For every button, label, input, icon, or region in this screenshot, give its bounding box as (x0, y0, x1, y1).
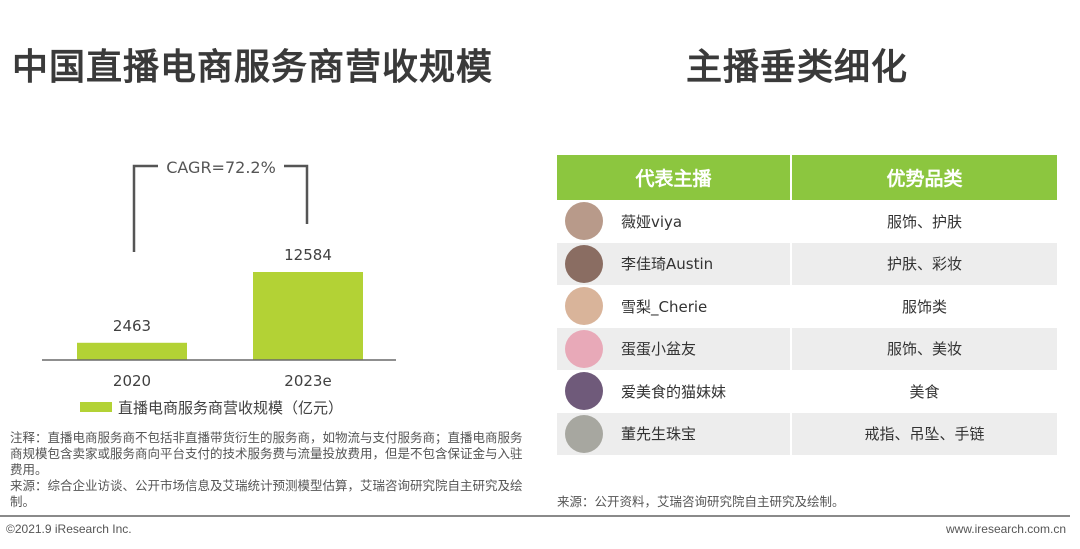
anchor-name: 李佳琦Austin (621, 255, 714, 274)
website[interactable]: www.iresearch.com.cn (945, 522, 1066, 536)
table-row: 董先生珠宝 戒指、吊坠、手链 (557, 412, 1057, 455)
avatar (565, 414, 603, 453)
category-cell: 服饰、护肤 (790, 200, 1057, 243)
anchor-name: 雪梨_Cherie (621, 297, 708, 316)
right-source: 来源：公开资料，艾瑞咨询研究院自主研究及绘制。 (557, 494, 845, 509)
anchor-cell: 李佳琦Austin (557, 242, 791, 285)
table-row: 雪梨_Cherie 服饰类 (557, 285, 1057, 328)
anchor-cell: 爱美食的猫妹妹 (557, 370, 791, 413)
footer-divider (0, 515, 1070, 517)
anchor-name: 董先生珠宝 (621, 425, 697, 444)
anchor-name: 薇娅viya (621, 212, 683, 231)
anchor-name: 蛋蛋小盆友 (621, 340, 697, 359)
anchor-cell: 蛋蛋小盆友 (557, 327, 791, 370)
bar-2023e (253, 272, 363, 360)
category-cell: 服饰、美妆 (790, 327, 1057, 370)
copyright: ©2021.9 iResearch Inc. (6, 522, 132, 536)
table-row: 爱美食的猫妹妹 美食 (557, 370, 1057, 413)
anchor-name: 爱美食的猫妹妹 (621, 382, 727, 401)
left-source: 来源：综合企业访谈、公开市场信息及艾瑞统计预测模型估算，艾瑞咨询研究院自主研究及… (10, 478, 523, 509)
bar-2020 (77, 342, 187, 360)
cagr-bracket-right (284, 164, 309, 224)
avatar (565, 244, 603, 283)
cagr-bracket-left (132, 164, 158, 252)
table-title: 主播垂类细化 (686, 47, 909, 88)
header-category: 优势品类 (791, 155, 1057, 200)
category-cell: 美食 (790, 370, 1057, 413)
anchor-table: 代表主播 优势品类 薇娅viya 服饰、护肤 李佳琦Austin 护肤、彩妆 雪梨_Ch… (557, 155, 1057, 455)
table-row: 蛋蛋小盆友 服饰、美妆 (557, 327, 1057, 370)
data-label: 2463 (113, 317, 151, 335)
bar-chart: 2463 2020 12584 2023e CAGR=72.2% 直播电商服务商营收规… (42, 158, 396, 417)
avatar (565, 202, 603, 241)
chart-note: 注释：直播电商服务商不包括非直播带货衍生的服务商，如物流与支付服务商；直播电商服… (10, 430, 530, 510)
chart-title: 中国直播电商服务商营收规模 (12, 47, 494, 88)
avatar (565, 329, 603, 368)
legend-swatch (80, 402, 112, 412)
cagr-annotation: CAGR=72.2% (166, 158, 276, 177)
table-row: 李佳琦Austin 护肤、彩妆 (557, 242, 1057, 285)
anchor-cell: 薇娅viya (557, 200, 791, 243)
anchor-cell: 董先生珠宝 (557, 412, 791, 455)
data-label: 12584 (284, 246, 332, 264)
note-text: 注释：直播电商服务商不包括非直播带货衍生的服务商，如物流与支付服务商；直播电商服… (10, 430, 523, 477)
category-cell: 服饰类 (790, 285, 1057, 328)
x-tick-label: 2020 (113, 372, 151, 390)
category-cell: 护肤、彩妆 (790, 242, 1057, 285)
avatar (565, 287, 603, 326)
table-row: 薇娅viya 服饰、护肤 (557, 200, 1057, 243)
category-cell: 戒指、吊坠、手链 (790, 412, 1057, 455)
legend-label: 直播电商服务商营收规模（亿元） (118, 399, 343, 417)
avatar (565, 372, 603, 411)
x-tick-label: 2023e (284, 372, 331, 390)
header-anchor: 代表主播 (557, 155, 792, 200)
anchor-cell: 雪梨_Cherie (557, 285, 791, 328)
